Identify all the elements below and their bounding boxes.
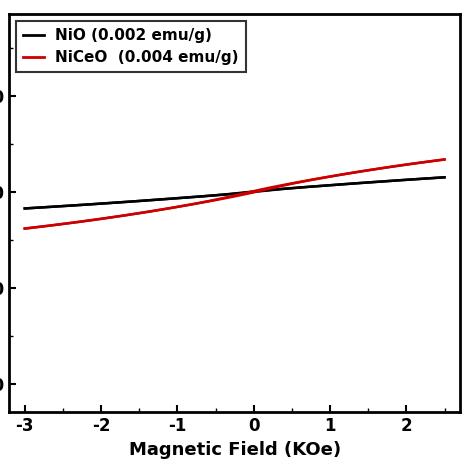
X-axis label: Magnetic Field (KOe): Magnetic Field (KOe) [128,441,341,459]
Legend: NiO (0.002 emu/g), NiCeO  (0.004 emu/g): NiO (0.002 emu/g), NiCeO (0.004 emu/g) [17,21,246,72]
